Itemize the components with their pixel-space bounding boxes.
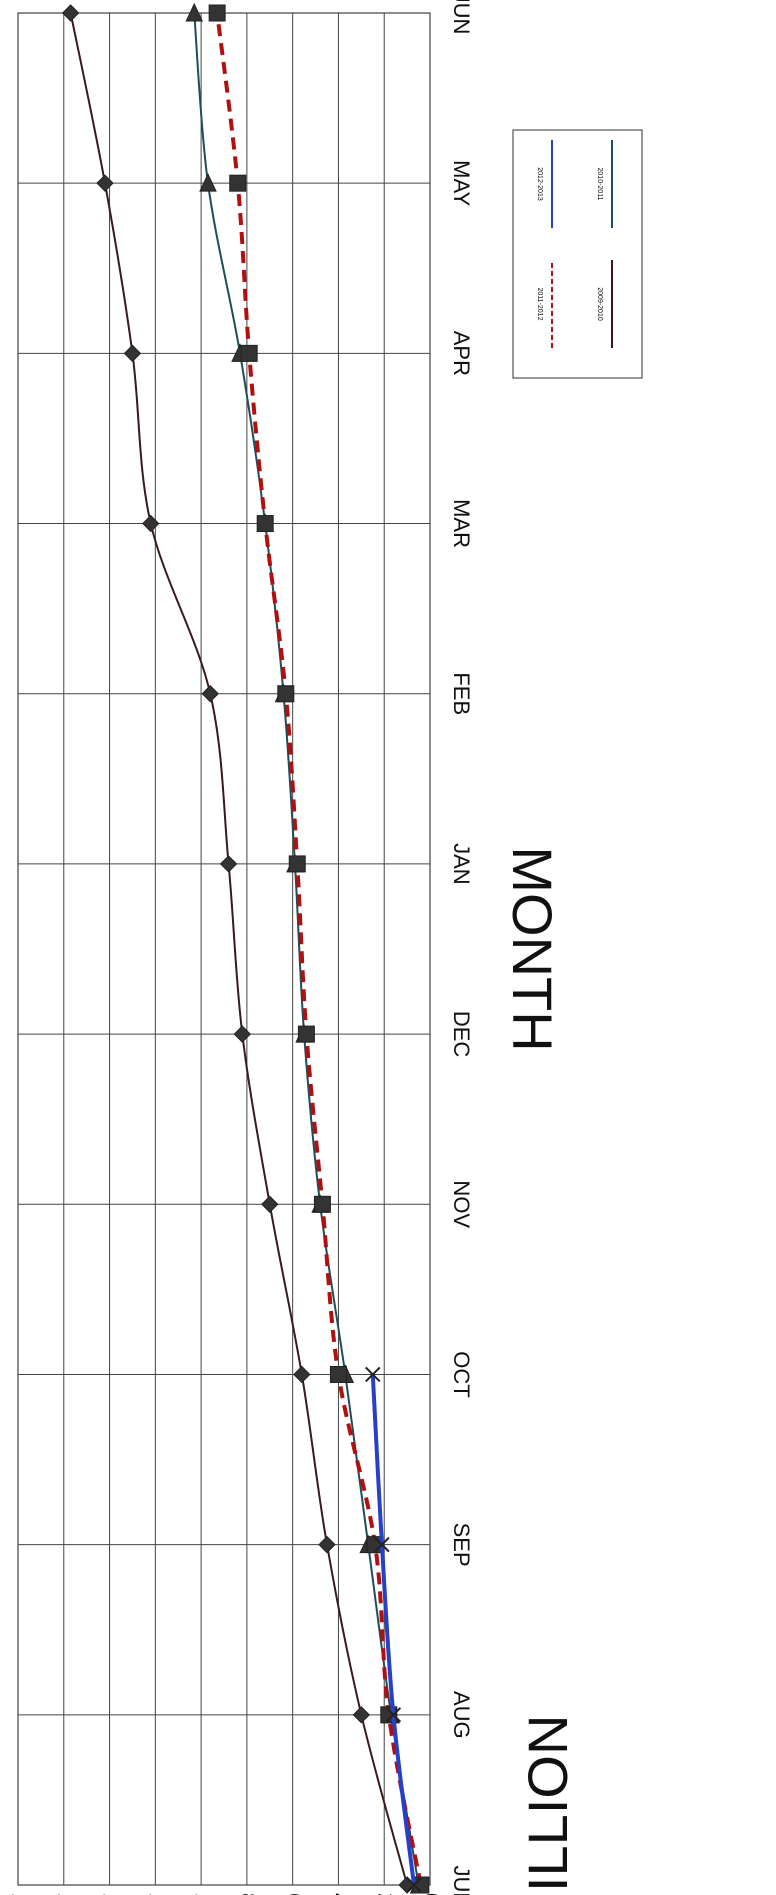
y-tick-label: 100 xyxy=(190,1893,215,1895)
x-axis-title: MONTH xyxy=(501,846,564,1051)
x-tick-labels: JUL AUG SEP OCT NOV DEC JAN FEB MAR APR MAY JUN xyxy=(449,0,474,1895)
data-point xyxy=(233,1025,252,1043)
series-line xyxy=(193,12,420,1886)
data-point xyxy=(352,1706,371,1724)
x-tick-label: JUL xyxy=(449,1865,474,1895)
data-point xyxy=(142,514,160,533)
data-point xyxy=(288,855,306,873)
x-tick-label: APR xyxy=(449,331,474,376)
x-tick-label: AUG xyxy=(449,1691,474,1739)
data-point xyxy=(256,515,274,533)
data-point xyxy=(201,685,219,703)
data-point xyxy=(123,344,142,363)
data-point xyxy=(96,174,114,192)
y-tick-label: 120 xyxy=(145,1893,170,1895)
series-line xyxy=(370,1374,416,1886)
plot-border xyxy=(17,12,431,1886)
legend-label: 2009-2010 xyxy=(596,287,603,321)
x-tick-label: MAY xyxy=(449,160,474,206)
y-tick-label: 140 xyxy=(99,1893,124,1895)
data-point xyxy=(199,173,217,192)
data-point xyxy=(229,174,247,192)
x-tick-label: DEC xyxy=(449,1011,474,1058)
series-2011-2012 xyxy=(208,4,430,1894)
legend-label: 2010-2011 xyxy=(596,168,603,201)
x-tick-label: SEP xyxy=(449,1523,474,1567)
data-point xyxy=(208,4,226,22)
data-point xyxy=(329,1365,347,1383)
x-tick-label: FEB xyxy=(449,672,474,715)
y-tick-label: 160 xyxy=(53,1893,78,1895)
series-line xyxy=(215,12,423,1886)
legend-label: 2011-2012 xyxy=(536,288,543,321)
legend-box xyxy=(512,129,643,379)
data-point xyxy=(374,1536,390,1553)
y-tick-label: 60 xyxy=(282,1893,307,1895)
y-tick-label: 40 xyxy=(328,1893,353,1895)
data-point xyxy=(185,2,204,22)
series-2010-2011 xyxy=(185,2,428,1894)
x-tick-label: MAR xyxy=(449,499,474,548)
data-point xyxy=(261,1195,279,1213)
y-axis-title: $ MILLION xyxy=(516,1715,579,1895)
data-point xyxy=(219,855,238,873)
data-point xyxy=(365,1366,381,1383)
data-point xyxy=(277,685,295,703)
y-tick-label: 0 xyxy=(419,1893,444,1895)
data-point xyxy=(406,1877,422,1893)
data-point xyxy=(240,344,258,362)
grid xyxy=(17,12,431,1886)
legend: 2010-2011 2009-2010 2012-2013 2011-2012 xyxy=(512,129,643,379)
data-point xyxy=(61,4,80,22)
legend-label: 2012-2013 xyxy=(536,167,543,201)
y-tick-labels: 0 20 40 60 80 100 120 140 160 180 xyxy=(7,1893,444,1895)
y-tick-label: 80 xyxy=(236,1893,261,1895)
data-point xyxy=(293,1365,311,1384)
series-2012-2013 xyxy=(365,1366,422,1893)
data-point xyxy=(318,1535,336,1554)
x-tick-label: JUN xyxy=(449,0,474,34)
series-group xyxy=(61,2,430,1894)
series-2009-2010 xyxy=(61,4,416,1894)
series-line xyxy=(69,12,409,1886)
x-tick-label: JAN xyxy=(449,843,474,885)
x-tick-label: OCT xyxy=(449,1351,474,1397)
data-point xyxy=(385,1707,402,1723)
y-tick-label: 20 xyxy=(373,1893,398,1895)
data-point xyxy=(297,1025,315,1043)
x-tick-label: NOV xyxy=(449,1180,474,1228)
y-tick-label: 180 xyxy=(7,1893,32,1895)
data-point xyxy=(313,1195,331,1213)
